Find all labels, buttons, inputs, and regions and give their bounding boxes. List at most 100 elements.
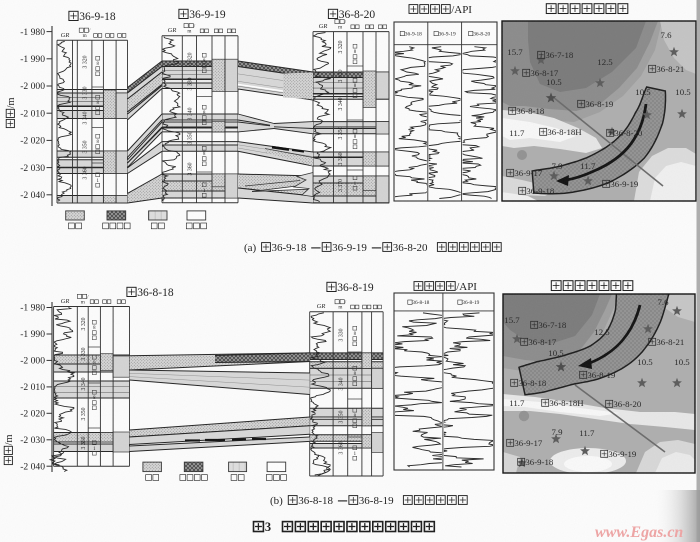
svg-text:-2 040: -2 040 (20, 461, 45, 472)
svg-text:10.5: 10.5 (546, 77, 562, 87)
svg-text:8: 8 (354, 84, 357, 89)
svg-text:36-8-18: 36-8-18 (137, 287, 174, 299)
svg-text:36-8-20: 36-8-20 (473, 32, 490, 38)
svg-text:/API: /API (451, 4, 472, 16)
svg-text:12.5: 12.5 (597, 57, 613, 67)
svg-text:m: m (83, 33, 87, 39)
svg-text:11.7: 11.7 (579, 428, 595, 438)
svg-text:7.9: 7.9 (552, 427, 564, 437)
svg-text:1: 1 (354, 452, 357, 457)
svg-text:GR: GR (168, 27, 177, 34)
svg-text:3 320: 3 320 (83, 55, 89, 68)
svg-text:1: 1 (354, 182, 357, 187)
svg-text:m: m (81, 299, 85, 305)
svg-text:11.7: 11.7 (580, 161, 596, 171)
svg-text:m: m (187, 29, 191, 35)
svg-text:-2 020: -2 020 (20, 136, 45, 147)
svg-text:3 330: 3 330 (187, 77, 193, 90)
svg-text:-2 030: -2 030 (20, 163, 45, 174)
svg-text:10.5: 10.5 (675, 87, 691, 97)
svg-text:3 360: 3 360 (338, 441, 344, 454)
svg-text:36-8-19: 36-8-19 (587, 370, 615, 380)
svg-text:3 360: 3 360 (83, 166, 89, 179)
svg-text:8: 8 (96, 140, 99, 145)
svg-text:36-7-18: 36-7-18 (545, 50, 573, 60)
svg-text:-2 000: -2 000 (20, 356, 45, 367)
svg-text:36-8-17: 36-8-17 (530, 68, 558, 78)
svg-text:10.5: 10.5 (635, 87, 651, 97)
svg-text:-2 010: -2 010 (20, 382, 45, 393)
svg-text:3 340: 3 340 (187, 107, 193, 120)
svg-text:15.7: 15.7 (507, 47, 523, 57)
svg-text:3 360: 3 360 (81, 436, 87, 449)
svg-text:3 320: 3 320 (81, 317, 87, 330)
svg-text:3 320: 3 320 (338, 40, 344, 53)
svg-text:36-8-18: 36-8-18 (412, 300, 429, 306)
svg-text:/m: /m (6, 98, 17, 109)
svg-text:7.6: 7.6 (661, 30, 673, 40)
svg-text:11.7: 11.7 (509, 128, 525, 138)
svg-text:8: 8 (354, 135, 357, 140)
svg-text:7.9: 7.9 (552, 161, 564, 171)
svg-text:8: 8 (354, 332, 357, 337)
svg-text:36-8-20: 36-8-20 (393, 242, 428, 254)
svg-text:1: 1 (203, 189, 206, 194)
svg-text:36-9-18: 36-9-18 (526, 186, 554, 196)
svg-text:3 330: 3 330 (81, 347, 87, 360)
svg-text:(a): (a) (244, 242, 257, 254)
svg-text:10.5: 10.5 (637, 357, 653, 367)
svg-text:36-8-18: 36-8-18 (298, 495, 333, 507)
svg-text:/API: /API (456, 281, 477, 293)
svg-text:-2 010: -2 010 (20, 108, 45, 119)
svg-text:(b): (b) (270, 495, 283, 507)
svg-text:36-9-17: 36-9-17 (514, 438, 542, 448)
svg-text:1: 1 (96, 179, 99, 184)
svg-text:36-8-20: 36-8-20 (613, 399, 641, 409)
svg-text:3 340: 3 340 (81, 377, 87, 390)
svg-text:36-9-17: 36-9-17 (514, 168, 542, 178)
svg-text:1: 1 (93, 447, 96, 452)
svg-text:/: / (194, 24, 196, 30)
svg-text:8: 8 (354, 414, 357, 419)
svg-text:36-9-18: 36-9-18 (272, 242, 307, 254)
svg-text:36-8-19: 36-8-19 (462, 300, 479, 306)
svg-text:36-8-19: 36-8-19 (359, 495, 394, 507)
svg-text:36-9-19: 36-9-19 (608, 449, 636, 459)
svg-text:36-8-18H: 36-8-18H (549, 398, 584, 408)
svg-text:GR: GR (317, 303, 326, 310)
svg-text:-1 990: -1 990 (20, 329, 45, 340)
svg-text:8: 8 (203, 152, 206, 157)
svg-text:m: m (338, 305, 342, 311)
svg-text:8: 8 (96, 101, 99, 106)
svg-text:/m: /m (4, 435, 15, 446)
svg-text:10.5: 10.5 (548, 348, 564, 358)
svg-text:3 350: 3 350 (338, 126, 344, 139)
svg-text:8: 8 (93, 396, 96, 401)
svg-text:36-9-19: 36-9-19 (332, 242, 367, 254)
svg-text:3: 3 (265, 520, 271, 534)
svg-text:8: 8 (96, 62, 99, 67)
svg-text:3 360: 3 360 (187, 162, 193, 175)
svg-text:36-9-18: 36-9-18 (405, 32, 422, 38)
svg-text:36-8-21: 36-8-21 (656, 337, 684, 347)
svg-text:8: 8 (354, 372, 357, 377)
svg-text:8: 8 (93, 361, 96, 366)
svg-text:GR: GR (61, 32, 70, 39)
svg-text:3 320: 3 320 (187, 52, 193, 65)
svg-text:/: / (345, 300, 347, 306)
svg-text:36-9-18: 36-9-18 (525, 457, 553, 467)
svg-text:10.5: 10.5 (674, 357, 690, 367)
svg-text:-1 990: -1 990 (20, 54, 45, 65)
svg-text:3 340: 3 340 (338, 97, 344, 110)
svg-text:36-8-18H: 36-8-18H (547, 127, 582, 137)
svg-text:3 350: 3 350 (81, 407, 87, 420)
svg-text:36-8-19: 36-8-19 (585, 99, 613, 109)
svg-text:8: 8 (354, 50, 357, 55)
svg-text:36-9-19: 36-9-19 (189, 9, 226, 21)
svg-text:3 350: 3 350 (338, 410, 344, 423)
svg-text:3 330: 3 330 (338, 69, 344, 82)
svg-text:3 350: 3 350 (187, 131, 193, 144)
svg-text:GR: GR (319, 23, 328, 30)
svg-text:m: m (338, 24, 342, 30)
svg-text:36-8-18: 36-8-18 (516, 106, 544, 116)
